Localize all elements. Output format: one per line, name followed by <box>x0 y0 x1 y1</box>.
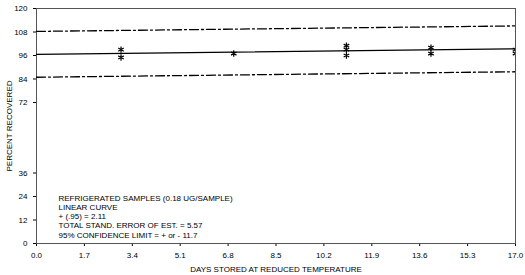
svg-text:120: 120 <box>14 4 28 13</box>
svg-text:PERCENT RECOVERED: PERCENT RECOVERED <box>5 80 14 171</box>
svg-text:5.1: 5.1 <box>175 251 187 260</box>
svg-text:15.3: 15.3 <box>460 251 476 260</box>
svg-text:96: 96 <box>19 51 28 60</box>
svg-text:17.0: 17.0 <box>508 251 524 260</box>
svg-text:0: 0 <box>23 239 28 248</box>
svg-text:24: 24 <box>19 192 28 201</box>
svg-text:8.5: 8.5 <box>270 251 282 260</box>
svg-text:3.4: 3.4 <box>127 251 139 260</box>
svg-text:13.6: 13.6 <box>412 251 428 260</box>
svg-text:36: 36 <box>19 169 28 178</box>
svg-text:12: 12 <box>19 216 28 225</box>
svg-text:84: 84 <box>19 75 28 84</box>
svg-text:11.9: 11.9 <box>364 251 380 260</box>
svg-text:1.7: 1.7 <box>79 251 91 260</box>
svg-text:REFRIGERATED SAMPLES (0.18 UG/: REFRIGERATED SAMPLES (0.18 UG/SAMPLE)LIN… <box>59 194 233 240</box>
svg-text:108: 108 <box>14 28 28 37</box>
svg-text:6.8: 6.8 <box>223 251 235 260</box>
svg-text:10.2: 10.2 <box>316 251 332 260</box>
svg-text:DAYS STORED AT REDUCED TEMPERA: DAYS STORED AT REDUCED TEMPERATURE <box>190 265 362 274</box>
svg-text:72: 72 <box>19 98 28 107</box>
svg-text:0.0: 0.0 <box>31 251 43 260</box>
